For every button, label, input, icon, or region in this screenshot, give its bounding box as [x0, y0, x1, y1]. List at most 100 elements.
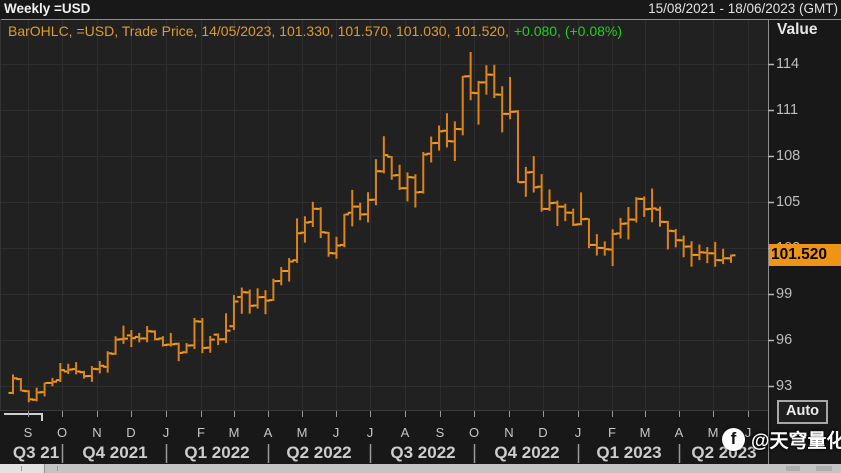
scrollbar-thumb[interactable]	[0, 464, 45, 473]
ohlc-open-tick	[639, 197, 644, 200]
ohlc-bar	[335, 236, 338, 259]
legend-ohlc-values: BarOHLC, =USD, Trade Price, 14/05/2023, …	[8, 23, 509, 39]
ohlc-open-tick	[174, 342, 178, 345]
ohlc-bar	[722, 248, 725, 265]
ohlc-open-tick	[245, 291, 249, 294]
ohlc-close-tick	[361, 213, 365, 216]
ohlc-open-tick	[702, 251, 707, 254]
x-axis-quarter-label: Q4 2022	[494, 443, 560, 462]
ohlc-close-tick	[613, 232, 618, 235]
ohlc-open-tick	[671, 230, 675, 233]
ohlc-bar	[67, 363, 70, 375]
ohlc-close-tick	[700, 251, 704, 254]
y-axis-tick-label: 111	[776, 102, 799, 118]
ohlc-bar	[256, 288, 259, 309]
ohlc-bar	[146, 326, 149, 343]
x-axis-month-label: S	[435, 425, 445, 440]
ohlc-open-tick	[292, 259, 297, 262]
ohlc-bar	[603, 241, 606, 256]
ohlc-open-tick	[284, 270, 289, 273]
x-axis-month-label: S	[23, 425, 33, 440]
ohlc-open-tick	[694, 253, 699, 256]
plot-background	[0, 19, 768, 410]
ohlc-close-tick	[171, 343, 176, 346]
ohlc-open-tick	[481, 81, 486, 84]
ohlc-bar	[351, 189, 354, 227]
ohlc-close-tick	[526, 171, 531, 174]
x-axis-month-label: A	[674, 425, 684, 440]
ohlc-close-tick	[684, 245, 689, 248]
ohlc-close-tick	[668, 229, 673, 232]
ohlc-close-tick	[92, 367, 97, 370]
ohlc-bar	[414, 174, 417, 208]
series-legend[interactable]: BarOHLC, =USD, Trade Price, 14/05/2023, …	[8, 23, 622, 39]
ohlc-close-tick	[432, 142, 436, 145]
ohlc-close-tick	[282, 270, 286, 273]
ohlc-close-tick	[45, 381, 50, 384]
ohlc-open-tick	[205, 346, 210, 349]
x-axis-month-label: M	[707, 425, 719, 440]
ohlc-bar	[682, 235, 685, 258]
ohlc-close-tick	[574, 223, 578, 226]
ohlc-open-tick	[505, 112, 510, 115]
ohlc-close-tick	[140, 337, 144, 340]
value-axis-title: Value	[777, 21, 818, 38]
ohlc-open-tick	[308, 220, 312, 223]
x-axis-month-label: J	[574, 425, 582, 440]
ohlc-bar	[217, 333, 220, 346]
ohlc-bar	[35, 387, 38, 402]
ohlc-open-tick	[87, 375, 91, 378]
ohlc-open-tick	[403, 187, 407, 190]
ohlc-close-tick	[392, 174, 397, 177]
ohlc-close-tick	[156, 338, 160, 341]
x-axis-month-label: D	[538, 425, 548, 440]
ohlc-bar	[296, 218, 299, 263]
ohlc-open-tick	[568, 211, 573, 214]
y-axis-tick-label: 96	[776, 332, 793, 348]
ohlc-close-tick	[179, 351, 184, 354]
ohlc-open-tick	[679, 239, 683, 242]
ohlc-bar	[169, 332, 172, 347]
x-axis-month-label: J	[366, 425, 374, 440]
ohlc-close-tick	[219, 338, 223, 341]
ohlc-bar	[83, 370, 86, 379]
ohlc-close-tick	[645, 208, 649, 211]
ohlc-close-tick	[487, 73, 491, 76]
ohlc-bar	[209, 336, 212, 353]
ohlc-bar	[359, 202, 362, 221]
ohlc-close-tick	[376, 170, 381, 173]
ohlc-close-tick	[61, 369, 65, 372]
ohlc-bar	[248, 289, 251, 314]
ohlc-bar	[240, 287, 243, 314]
ohlc-close-tick	[69, 368, 73, 371]
x-axis-quarter-label: Q3 2022	[390, 443, 456, 462]
ohlc-close-tick	[242, 291, 247, 294]
ohlc-bar	[374, 159, 377, 206]
ohlc-bar	[635, 197, 638, 223]
x-axis-month-label: A	[400, 425, 410, 440]
auto-scale-button[interactable]: Auto	[777, 400, 828, 424]
x-axis-quarter-label: Q1 2022	[184, 443, 250, 462]
ohlc-close-tick	[132, 337, 136, 340]
ohlc-bar	[698, 244, 701, 261]
ohlc-open-tick	[442, 129, 446, 132]
ohlc-bar	[643, 196, 646, 217]
ohlc-open-tick	[466, 75, 470, 78]
scrollbar-right-button[interactable]	[816, 466, 832, 471]
ohlc-close-tick	[77, 370, 81, 373]
ohlc-close-tick	[471, 91, 476, 94]
ohlc-bar	[509, 77, 512, 120]
ohlc-close-tick	[503, 112, 507, 115]
ohlc-open-tick	[32, 398, 36, 401]
scrollbar-left-button[interactable]	[786, 466, 800, 471]
horizontal-scrollbar[interactable]	[0, 464, 841, 473]
ohlc-close-tick	[148, 330, 152, 333]
last-price-tag: 101.520	[769, 244, 841, 267]
ohlc-open-tick	[221, 338, 226, 341]
ohlc-open-tick	[616, 232, 620, 235]
ohlc-close-tick	[305, 221, 310, 224]
ohlc-close-tick	[108, 352, 113, 355]
ohlc-close-tick	[660, 220, 665, 223]
ohlc-open-tick	[545, 207, 549, 210]
